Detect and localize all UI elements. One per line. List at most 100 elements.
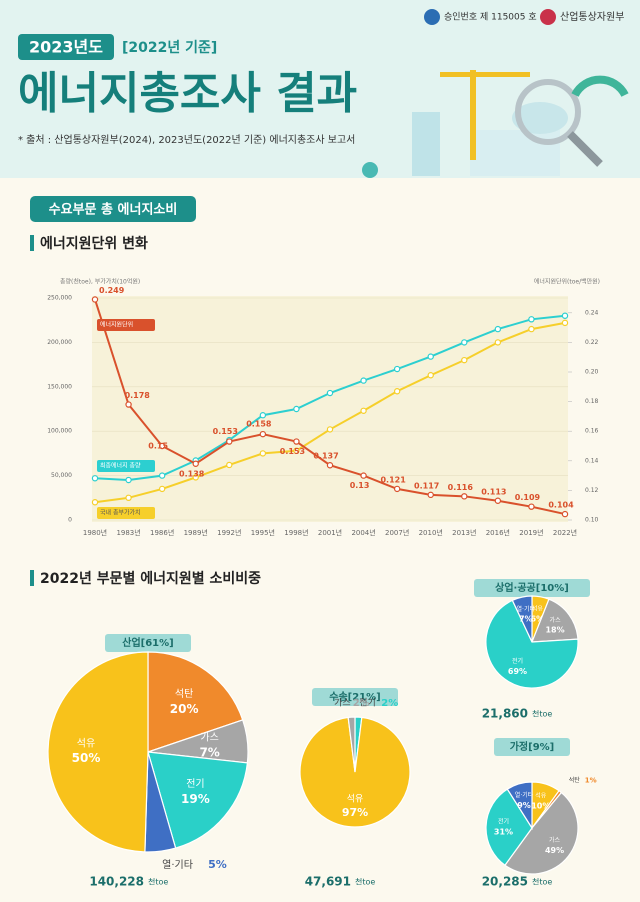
x-tick-label: 1995년 <box>251 528 275 537</box>
section-bar <box>30 570 34 586</box>
slice-label: 석유 <box>347 794 364 805</box>
data-point <box>561 319 569 327</box>
pie-slice <box>531 598 579 643</box>
data-label: 0.117 <box>414 481 439 490</box>
year: 2023년도 <box>29 38 103 57</box>
slice-value: 49% <box>545 846 564 855</box>
data-point <box>427 353 434 360</box>
data-point <box>125 476 132 484</box>
pie-title: 산업[61%] <box>122 636 173 649</box>
data-point <box>528 325 535 333</box>
pie-slice <box>347 716 356 773</box>
slice-value: 19% <box>181 792 210 806</box>
slice-value: 7% <box>199 745 219 759</box>
x-tick-label: 1989년 <box>184 528 208 537</box>
pie-total: 21,860 <box>482 707 528 721</box>
slice-label: 전기 <box>498 818 509 826</box>
pie-slice <box>511 595 533 643</box>
pie-slice <box>147 651 244 753</box>
x-tick-label: 1992년 <box>217 528 241 537</box>
pie-title-badge <box>494 738 570 756</box>
pie-unit: 천toe <box>532 877 552 887</box>
data-label: 0.153 <box>213 427 238 436</box>
data-point <box>125 401 132 408</box>
x-tick-label: 2013년 <box>452 528 476 537</box>
legend-box <box>97 460 155 472</box>
slice-value: 50% <box>72 751 101 765</box>
legend-box <box>97 507 155 519</box>
data-point <box>360 377 367 384</box>
slice-label: 열·기타 <box>162 859 193 871</box>
data-point <box>158 485 166 493</box>
legend-label: 최종에너지 총량 <box>100 462 141 470</box>
y-tick-label: 50,000 <box>51 472 72 479</box>
x-tick-label: 2016년 <box>486 528 510 537</box>
pie-unit: 천toe <box>148 877 168 887</box>
y2-tick-label: 0.12 <box>585 487 599 494</box>
pie-slice <box>299 716 411 828</box>
y2-tick-label: 0.10 <box>585 517 599 524</box>
year-badge <box>18 34 114 60</box>
data-point <box>226 438 233 445</box>
data-label: 0.113 <box>481 487 506 496</box>
data-label: 0.153 <box>280 447 305 456</box>
pie-unit: 천toe <box>355 877 375 887</box>
source: * 출처 : 산업통상자원부(2024), 2023년도(2022년 기준) 에… <box>18 133 355 146</box>
data-label: 0.158 <box>246 420 272 429</box>
slice-value: 6% <box>531 614 545 623</box>
section-bar <box>30 235 34 251</box>
slice-label: 열·기타 <box>515 791 534 799</box>
data-point <box>427 372 434 379</box>
data-point <box>91 475 99 482</box>
pie-title-badge <box>474 579 590 597</box>
slice-label: 전기 <box>512 657 523 665</box>
data-point <box>427 491 434 499</box>
data-point <box>259 450 267 457</box>
data-point <box>528 503 535 510</box>
data-point <box>393 365 401 373</box>
pie-slice <box>485 599 579 689</box>
data-label: 0.13 <box>350 481 370 490</box>
pie-slice <box>504 791 579 875</box>
data-point <box>494 325 502 333</box>
data-point <box>326 462 334 469</box>
x-tick-label: 2007년 <box>385 528 409 537</box>
legend-label: 국내 총부가가치 <box>100 509 141 517</box>
pie-slice <box>47 651 149 853</box>
data-point <box>192 460 199 467</box>
y-tick-label: 0 <box>68 517 72 524</box>
y2-tick-label: 0.24 <box>585 309 599 316</box>
pie-title: 상업·공공[10%] <box>495 581 569 594</box>
data-label: 0.121 <box>380 475 406 484</box>
data-point <box>528 316 535 323</box>
slice-label: 석유 <box>77 737 95 749</box>
data-point <box>461 356 468 364</box>
data-point <box>494 497 502 504</box>
slice-label: 전기 <box>359 698 376 709</box>
approval: 승인번호 제 115005 호 <box>444 12 537 23</box>
slice-label: 전기 <box>186 778 204 790</box>
section-badge <box>30 196 196 222</box>
x-tick-label: 1980년 <box>83 528 107 537</box>
logo <box>540 9 556 25</box>
data-label: 0.15 <box>148 442 168 451</box>
slice-value: 2% <box>381 698 398 709</box>
slice-label: 석유 <box>535 791 547 799</box>
data-point <box>561 510 569 518</box>
slice-value: 69% <box>508 667 527 676</box>
data-point <box>259 430 267 438</box>
y-axis-label: 총량(천toe), 부가가치(10억원) <box>60 278 140 286</box>
data-point <box>125 494 132 501</box>
pie-slice <box>485 788 533 867</box>
slice-value: 1% <box>585 777 597 785</box>
y2-axis-label: 에너지원단위(toe/백만원) <box>534 278 600 286</box>
header-illustration <box>362 70 629 178</box>
slice-value: 31% <box>494 828 513 837</box>
x-tick-label: 2004년 <box>351 528 375 537</box>
data-point <box>293 438 300 445</box>
data-label: 0.178 <box>125 391 151 400</box>
section-title: 수요부문 총 에너지소비 <box>49 202 178 218</box>
slice-value: 18% <box>545 626 564 635</box>
data-point <box>293 447 300 454</box>
